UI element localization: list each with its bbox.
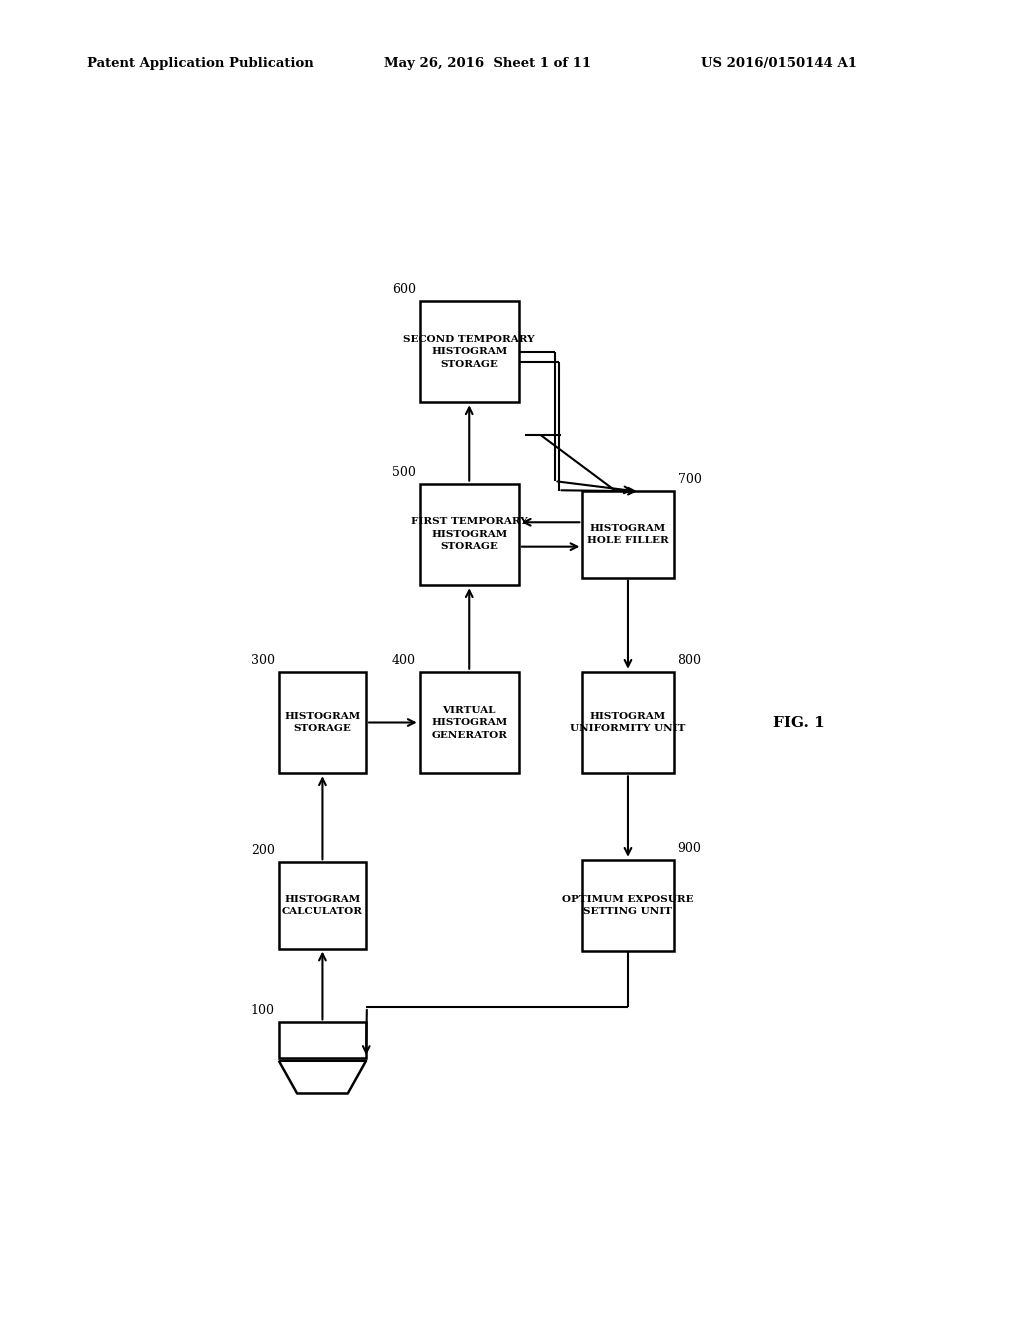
Text: 300: 300 bbox=[251, 653, 274, 667]
Bar bbox=[583, 859, 674, 952]
Bar bbox=[420, 672, 519, 774]
Text: 700: 700 bbox=[678, 473, 701, 486]
Text: HISTOGRAM
STORAGE: HISTOGRAM STORAGE bbox=[285, 711, 360, 733]
Text: 500: 500 bbox=[392, 466, 416, 479]
Text: Patent Application Publication: Patent Application Publication bbox=[87, 57, 313, 70]
Text: HISTOGRAM
HOLE FILLER: HISTOGRAM HOLE FILLER bbox=[587, 524, 669, 545]
Text: 400: 400 bbox=[391, 653, 416, 667]
Bar bbox=[583, 491, 674, 578]
Text: FIRST TEMPORARY
HISTOGRAM
STORAGE: FIRST TEMPORARY HISTOGRAM STORAGE bbox=[411, 517, 527, 552]
Text: 100: 100 bbox=[251, 1005, 274, 1018]
Text: May 26, 2016  Sheet 1 of 11: May 26, 2016 Sheet 1 of 11 bbox=[384, 57, 591, 70]
Text: 200: 200 bbox=[251, 845, 274, 857]
Bar bbox=[279, 862, 367, 949]
Text: 600: 600 bbox=[391, 282, 416, 296]
Text: VIRTUAL
HISTOGRAM
GENERATOR: VIRTUAL HISTOGRAM GENERATOR bbox=[431, 705, 507, 739]
Text: OPTIMUM EXPOSURE
SETTING UNIT: OPTIMUM EXPOSURE SETTING UNIT bbox=[562, 895, 694, 916]
Text: SECOND TEMPORARY
HISTOGRAM
STORAGE: SECOND TEMPORARY HISTOGRAM STORAGE bbox=[403, 334, 535, 368]
Text: HISTOGRAM
CALCULATOR: HISTOGRAM CALCULATOR bbox=[282, 895, 362, 916]
Text: FIG. 1: FIG. 1 bbox=[773, 715, 824, 730]
Bar bbox=[420, 301, 519, 403]
Bar bbox=[279, 1022, 367, 1057]
Text: 800: 800 bbox=[678, 653, 701, 667]
Bar bbox=[279, 672, 367, 774]
Bar bbox=[583, 672, 674, 774]
Text: 900: 900 bbox=[678, 842, 701, 854]
Text: US 2016/0150144 A1: US 2016/0150144 A1 bbox=[701, 57, 857, 70]
Text: HISTOGRAM
UNIFORMITY UNIT: HISTOGRAM UNIFORMITY UNIT bbox=[570, 711, 686, 733]
Bar bbox=[420, 483, 519, 585]
